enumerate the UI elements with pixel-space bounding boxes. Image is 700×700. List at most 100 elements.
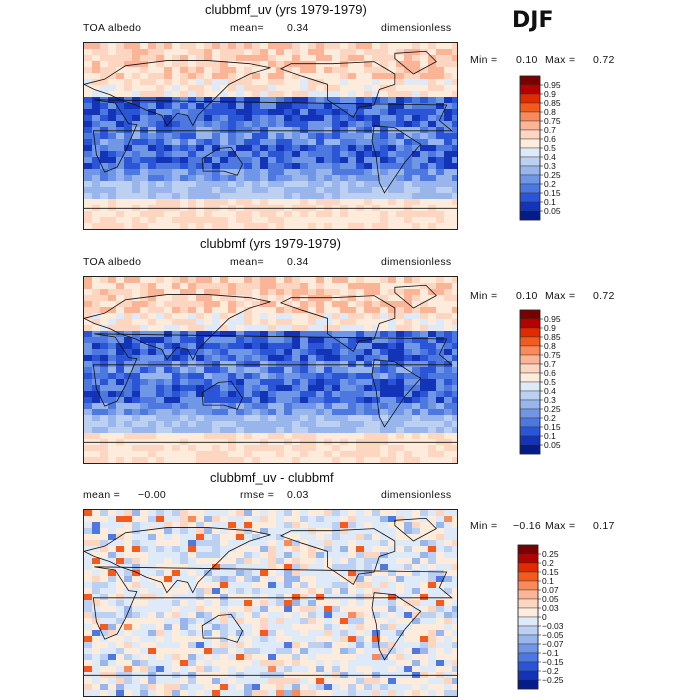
panel-3-map xyxy=(83,509,458,697)
map-coastlines xyxy=(84,517,457,676)
colorbar-label: 0.6 xyxy=(544,134,556,144)
colorbar-label: −0.25 xyxy=(542,675,564,685)
colorbar-label: 0.4 xyxy=(544,386,556,396)
panel-1-colorbar-graphic: 0.950.90.850.80.750.70.60.50.40.30.250.2… xyxy=(519,75,561,221)
colorbar-label: 0.07 xyxy=(542,585,559,595)
colorbar-label: 0 xyxy=(542,612,547,622)
colorbar-swatch xyxy=(519,327,541,338)
panel-3-map-field xyxy=(84,510,457,696)
panel-3-mean-label: mean = xyxy=(83,489,121,501)
colorbar-label: 0.95 xyxy=(544,314,561,324)
colorbar-label: 0.9 xyxy=(544,323,556,333)
panel-3-min-value: −0.16 xyxy=(513,520,542,532)
colorbar-label: 0.5 xyxy=(544,377,556,387)
map-coastlines xyxy=(84,50,457,209)
colorbar-swatch xyxy=(519,120,541,131)
panel-2-colorbar: 0.95 0.9 0.85 0.8 0.75 0.7 0.6 0.5 0.4 0.3 0.25 0.2… xyxy=(519,309,600,460)
colorbar-label: 0.05 xyxy=(544,206,561,216)
colorbar-swatch xyxy=(517,544,539,555)
colorbar-swatch xyxy=(519,435,541,446)
colorbar-label: 0.7 xyxy=(544,125,556,135)
panel-2-map xyxy=(83,276,458,464)
colorbar-swatch xyxy=(519,426,541,437)
colorbar-swatch xyxy=(517,634,539,645)
colorbar-swatch xyxy=(519,363,541,374)
panel-1-units: dimensionless xyxy=(381,22,452,34)
colorbar-label: 0.75 xyxy=(544,116,561,126)
panel-3-rmse-label: rmse = xyxy=(240,489,275,501)
panel-2-mean-label: mean= xyxy=(230,256,264,268)
colorbar-swatch xyxy=(517,679,539,690)
panel-3-colorbar: 0.25 0.2 0.15 0.1 0.07 0.05 0.03 0 −0.03 −0.05 −0.… xyxy=(517,544,598,695)
colorbar-swatch xyxy=(519,192,541,203)
colorbar-label: 0.9 xyxy=(544,89,556,99)
panel-2-min-label: Min = xyxy=(470,290,498,302)
panel-3-mean-value: −0.00 xyxy=(138,489,167,501)
colorbar-label: 0.6 xyxy=(544,368,556,378)
panel-1-variable-label: TOA albedo xyxy=(83,22,142,34)
colorbar-label: −0.03 xyxy=(542,621,564,631)
colorbar-swatch xyxy=(519,201,541,212)
panel-2-min-value: 0.10 xyxy=(516,290,538,302)
colorbar-label: 0.95 xyxy=(544,80,561,90)
panel-1-mean-label: mean= xyxy=(230,22,264,34)
colorbar-label: 0.2 xyxy=(542,558,554,568)
colorbar-swatch xyxy=(519,318,541,329)
colorbar-swatch xyxy=(519,372,541,383)
colorbar-label: 0.1 xyxy=(544,197,556,207)
colorbar-label: 0.1 xyxy=(542,576,554,586)
panel-2-mean-value: 0.34 xyxy=(287,256,309,268)
colorbar-label: 0.8 xyxy=(544,107,556,117)
panel-1-title: clubbmf_uv (yrs 1979-1979) xyxy=(205,2,367,17)
colorbar-swatch xyxy=(519,444,541,455)
colorbar-label: −0.1 xyxy=(542,648,559,658)
panel-1-map-field xyxy=(84,43,457,229)
colorbar-swatch xyxy=(519,345,541,356)
colorbar-swatch xyxy=(519,336,541,347)
colorbar-label: 0.25 xyxy=(544,404,561,414)
colorbar-swatch xyxy=(519,417,541,428)
colorbar-swatch xyxy=(517,562,539,573)
panel-3-units: dimensionless xyxy=(381,489,452,501)
colorbar-swatch xyxy=(517,571,539,582)
panel-2-max-value: 0.72 xyxy=(593,290,615,302)
colorbar-label: −0.15 xyxy=(542,657,564,667)
colorbar-label: 0.3 xyxy=(544,395,556,405)
colorbar-label: 0.8 xyxy=(544,341,556,351)
colorbar-label: 0.05 xyxy=(544,440,561,450)
colorbar-swatch xyxy=(519,111,541,122)
colorbar-swatch xyxy=(519,354,541,365)
colorbar-swatch xyxy=(517,589,539,600)
colorbar-swatch xyxy=(517,652,539,663)
panel-2-title: clubbmf (yrs 1979-1979) xyxy=(200,236,341,251)
panel-3-max-value: 0.17 xyxy=(593,520,615,532)
colorbar-label: 0.15 xyxy=(542,567,559,577)
colorbar-swatch xyxy=(517,553,539,564)
colorbar-swatch xyxy=(519,408,541,419)
panel-2-variable-label: TOA albedo xyxy=(83,256,142,268)
colorbar-label: 0.25 xyxy=(544,170,561,180)
panel-2-colorbar-graphic: 0.950.90.850.80.750.70.60.50.40.30.250.2… xyxy=(519,309,561,455)
colorbar-label: 0.2 xyxy=(544,179,556,189)
colorbar-label: −0.05 xyxy=(542,630,564,640)
map-field-cells xyxy=(84,43,457,229)
colorbar-swatch xyxy=(519,399,541,410)
colorbar-swatch xyxy=(519,102,541,113)
colorbar-label: −0.07 xyxy=(542,639,564,649)
colorbar-swatch xyxy=(519,381,541,392)
panel-3-rmse-value: 0.03 xyxy=(287,489,309,501)
panel-2-units: dimensionless xyxy=(381,256,452,268)
colorbar-label: −0.2 xyxy=(542,666,559,676)
colorbar-label: 0.3 xyxy=(544,161,556,171)
colorbar-label: 0.7 xyxy=(544,359,556,369)
map-field-cells xyxy=(84,277,457,463)
colorbar-swatch xyxy=(519,84,541,95)
colorbar-label: 0.03 xyxy=(542,603,559,613)
panel-3-colorbar-graphic: 0.250.20.150.10.070.050.030−0.03−0.05−0.… xyxy=(517,544,564,690)
panel-3-title: clubbmf_uv - clubbmf xyxy=(210,470,334,485)
colorbar-swatch xyxy=(517,670,539,681)
panel-2-map-field xyxy=(84,277,457,463)
colorbar-swatch xyxy=(517,643,539,654)
colorbar-swatch xyxy=(519,210,541,221)
colorbar-label: 0.85 xyxy=(544,332,561,342)
